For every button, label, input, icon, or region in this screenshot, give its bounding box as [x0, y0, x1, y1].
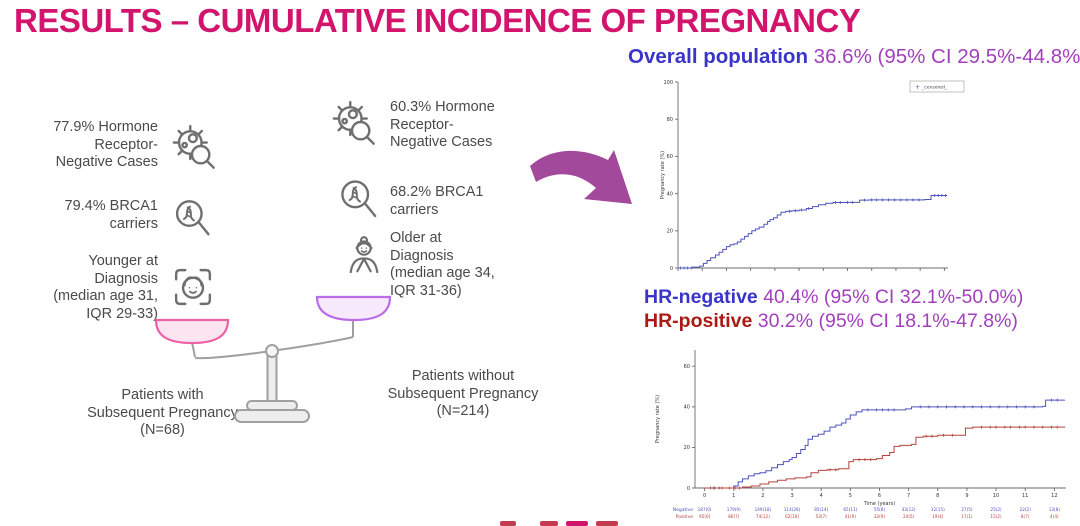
- svg-text:55(8): 55(8): [874, 507, 886, 512]
- stat-hr-negative-pregnant: 77.9% Hormone Receptor- Negative Cases: [53, 119, 158, 171]
- cutoff-text-fragment: [540, 521, 558, 526]
- hr-positive-value: 30.2% (95% CI 18.1%-47.8%): [757, 310, 1018, 332]
- svg-text:95(0): 95(0): [699, 514, 711, 519]
- svg-text:32(9): 32(9): [874, 514, 886, 519]
- hr-negative-stat: HR-negative 40.4% (95% CI 32.1%-50.0%): [644, 286, 1023, 309]
- svg-text:25(2): 25(2): [990, 507, 1002, 512]
- hr-positive-label: HR-positive: [644, 310, 753, 332]
- cancer-cell-icon: [166, 120, 218, 172]
- arrow-right-icon: [530, 150, 632, 204]
- svg-text:62(16): 62(16): [785, 514, 799, 519]
- svg-text:1: 1: [732, 493, 735, 499]
- svg-text:4: 4: [820, 493, 823, 499]
- scale-left-pan: [154, 318, 230, 345]
- svg-text:187(0): 187(0): [698, 507, 712, 512]
- svg-text:20: 20: [684, 445, 690, 451]
- svg-text:2: 2: [761, 493, 764, 499]
- stat-brca1-pregnant: 79.4% BRCA1 carriers: [64, 198, 159, 232]
- svg-text:3: 3: [790, 493, 793, 499]
- older-woman-icon: [340, 230, 388, 286]
- svg-text:5: 5: [849, 493, 852, 499]
- svg-text:114(28): 114(28): [784, 507, 801, 512]
- dna-magnifier-icon: [171, 196, 213, 238]
- svg-text:179(9): 179(9): [727, 507, 741, 512]
- scale-right-pan-label: Patients without Subsequent Pregnancy (N…: [387, 368, 539, 420]
- hr-positive-stat: HR-positive 30.2% (95% CI 18.1%-47.8%): [644, 310, 1018, 333]
- svg-text:Positive: Positive: [676, 514, 694, 520]
- stat-brca1-nonpregnant: 68.2% BRCA1 carriers: [390, 184, 484, 218]
- svg-text:43(12): 43(12): [902, 507, 916, 512]
- svg-text:65(11): 65(11): [843, 507, 857, 512]
- cutoff-text-fragment: [596, 521, 618, 526]
- svg-text:15(2): 15(2): [990, 514, 1002, 519]
- balance-scale-illustration: [154, 295, 392, 423]
- stat-younger-diagnosis: Younger at Diagnosis (median age 31, IQR…: [53, 253, 158, 323]
- svg-text:60: 60: [667, 154, 673, 160]
- overall-population-value: 36.6% (95% CI 29.5%-44.8%): [813, 45, 1080, 68]
- svg-text:4(4): 4(4): [1050, 514, 1059, 519]
- svg-text:7: 7: [907, 493, 910, 499]
- stat-hr-negative-nonpregnant: 60.3% Hormone Receptor- Negative Cases: [390, 99, 495, 151]
- svg-text:+: +: [915, 84, 920, 91]
- svg-text:0: 0: [687, 486, 690, 492]
- svg-text:Pregnancy rate (%): Pregnancy rate (%): [660, 151, 666, 199]
- dna-magnifier-icon: [336, 176, 380, 220]
- svg-text:85(14): 85(14): [814, 507, 828, 512]
- svg-text:74(12): 74(12): [756, 514, 770, 519]
- svg-text:9: 9: [965, 493, 968, 499]
- svg-text:40: 40: [667, 191, 673, 197]
- svg-text:11: 11: [1022, 493, 1028, 499]
- km-curve-overall-population: 0 20 40 60 80 100 Pregnancy rate (%) + _censored…: [660, 80, 965, 272]
- svg-text:53(7): 53(7): [816, 514, 828, 519]
- overall-population-stat: Overall population 36.6% (95% CI 29.5%-4…: [628, 45, 1080, 69]
- stat-older-diagnosis: Older at Diagnosis (median age 34, IQR 3…: [390, 230, 495, 300]
- hr-negative-label: HR-negative: [644, 286, 758, 308]
- svg-text:13(8): 13(8): [1049, 507, 1061, 512]
- cancer-cell-icon: [326, 96, 378, 148]
- scale-right-pan: [315, 295, 392, 322]
- svg-text:12: 12: [1051, 493, 1057, 499]
- svg-text:100: 100: [663, 80, 673, 86]
- svg-text:8: 8: [936, 493, 939, 499]
- svg-text:20: 20: [667, 229, 673, 235]
- svg-text:Negative: Negative: [673, 507, 693, 513]
- svg-text:Pregnancy rate (%): Pregnancy rate (%): [655, 395, 661, 443]
- svg-text:10: 10: [993, 493, 999, 499]
- svg-text:17(1): 17(1): [961, 514, 973, 519]
- cutoff-text-fragment: [500, 521, 516, 526]
- svg-text:41(9): 41(9): [845, 514, 857, 519]
- svg-text:60: 60: [684, 364, 690, 370]
- svg-text:0: 0: [703, 493, 706, 499]
- svg-text:149(18): 149(18): [755, 507, 772, 512]
- scale-left-pan-label: Patients with Subsequent Pregnancy (N=68…: [87, 387, 238, 439]
- svg-text:6: 6: [878, 493, 881, 499]
- cutoff-text-fragment: [566, 521, 588, 526]
- svg-text:27(5): 27(5): [961, 507, 973, 512]
- svg-text:86(7): 86(7): [728, 514, 740, 519]
- svg-text:Time (years): Time (years): [863, 501, 896, 507]
- hr-negative-value: 40.4% (95% CI 32.1%-50.0%): [763, 286, 1024, 308]
- svg-text:8(7): 8(7): [1021, 514, 1030, 519]
- svg-text:22(2): 22(2): [1020, 507, 1032, 512]
- svg-text:_censored_: _censored_: [921, 85, 948, 91]
- face-scan-icon: [170, 264, 216, 310]
- overall-population-label: Overall population: [628, 45, 808, 68]
- svg-text:40: 40: [684, 405, 690, 411]
- svg-text:19(4): 19(4): [932, 514, 944, 519]
- svg-text:24(5): 24(5): [903, 514, 915, 519]
- svg-text:32(15): 32(15): [931, 507, 945, 512]
- svg-text:80: 80: [667, 117, 673, 123]
- svg-text:0: 0: [670, 266, 673, 272]
- page-title: RESULTS – CUMULATIVE INCIDENCE OF PREGNA…: [14, 2, 861, 39]
